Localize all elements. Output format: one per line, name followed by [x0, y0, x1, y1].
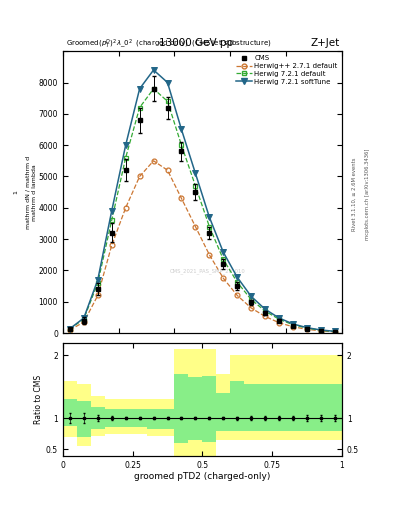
Y-axis label: Ratio to CMS: Ratio to CMS — [34, 375, 43, 424]
Text: Rivet 3.1.10, ≥ 2.6M events: Rivet 3.1.10, ≥ 2.6M events — [352, 158, 357, 231]
Text: CMS_2021_PAS_SMP_20_010: CMS_2021_PAS_SMP_20_010 — [170, 268, 246, 274]
X-axis label: groomed pTD2 (charged-only): groomed pTD2 (charged-only) — [134, 472, 271, 481]
Text: mcplots.cern.ch [arXiv:1306.3436]: mcplots.cern.ch [arXiv:1306.3436] — [365, 149, 371, 240]
Text: Groomed$(p_T^D)^2\lambda\_0^2$  (charged only)  (CMS jet substructure): Groomed$(p_T^D)^2\lambda\_0^2$ (charged … — [66, 38, 272, 51]
Text: Z+Jet: Z+Jet — [311, 38, 340, 49]
Y-axis label: 1

mathrm dN / mathrm d
mathrm d lambda: 1 mathrm dN / mathrm d mathrm d lambda — [13, 156, 37, 229]
Text: 13000 GeV pp: 13000 GeV pp — [160, 38, 233, 49]
Legend: CMS, Herwig++ 2.7.1 default, Herwig 7.2.1 default, Herwig 7.2.1 softTune: CMS, Herwig++ 2.7.1 default, Herwig 7.2.… — [234, 53, 340, 88]
